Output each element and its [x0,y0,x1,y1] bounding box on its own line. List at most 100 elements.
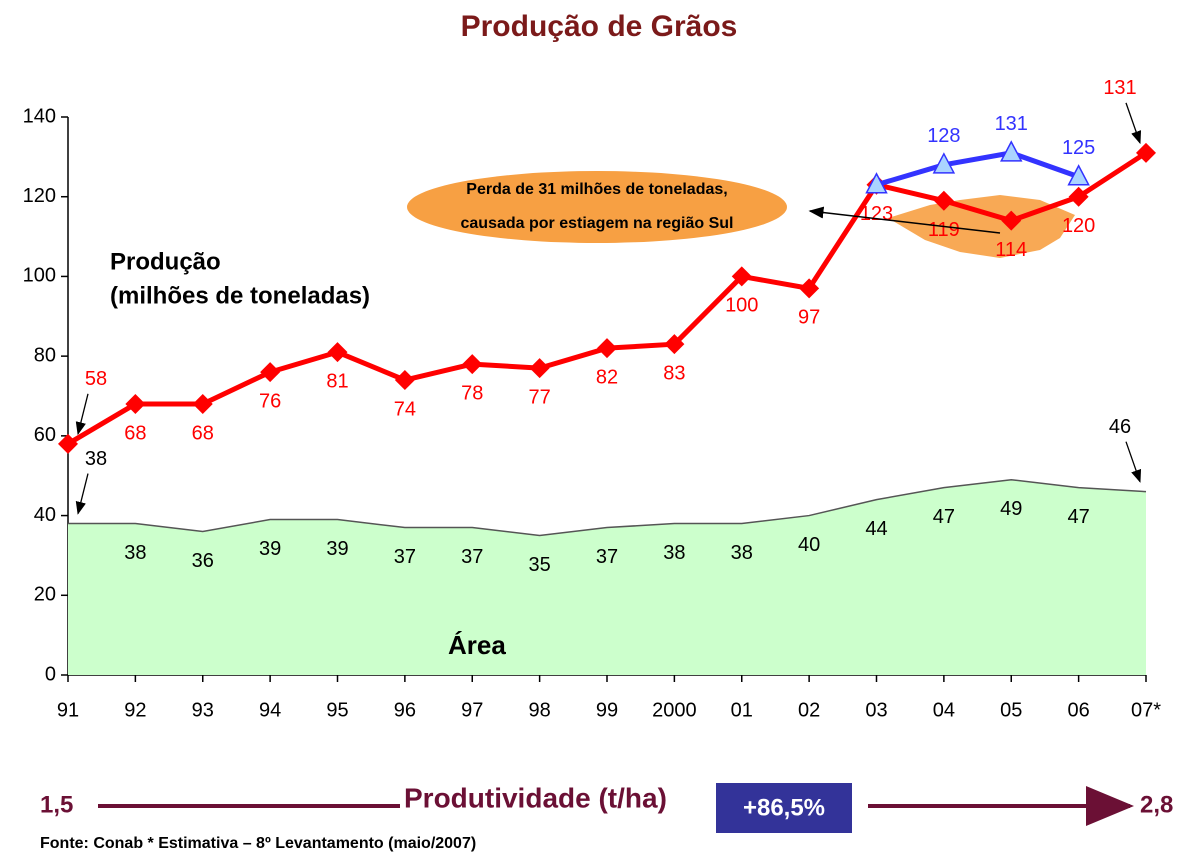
marker [1068,186,1089,207]
data-label: 120 [1062,215,1095,237]
y-tick-label: 100 [23,265,56,287]
change-text: +86,5% [743,794,825,821]
data-label: 128 [927,125,960,147]
data-label: 38 [663,542,685,564]
marker [865,172,888,194]
x-tick-label: 01 [731,699,753,721]
y-tick-label: 120 [23,185,56,207]
data-label: 74 [394,398,416,420]
x-tick-label: 99 [596,699,618,721]
marker [799,278,820,299]
area-label: Área [448,630,506,660]
x-tick-label: 98 [529,699,551,721]
marker [192,393,213,414]
data-label: 82 [596,366,618,388]
change-box [716,783,852,833]
marker [394,370,415,391]
y-tick-label: 140 [23,105,56,127]
x-tick-label: 04 [933,699,955,721]
data-label: 119 [928,219,960,241]
line [875,150,1080,188]
x-tick-label: 2000 [652,699,697,721]
data-label: 37 [461,546,483,568]
area [68,479,1146,675]
label-arrow [1125,102,1142,145]
data-label: 131 [995,113,1028,135]
x-tick-label: 97 [461,699,483,721]
data-label: 83 [663,362,685,384]
data-label: 77 [529,386,551,408]
y-tick-label: 0 [45,663,56,685]
data-label: 125 [1062,137,1095,159]
data-label: 49 [1000,498,1022,520]
source-note: Fonte: Conab * Estimativa – 8º Levantame… [40,835,476,852]
chart-title: Produção de Grãos [461,10,738,43]
data-label: 37 [394,546,416,568]
x-tick-label: 92 [124,699,146,721]
data-label: 46 [1109,416,1131,438]
data-label: 81 [326,370,348,392]
data-label: 37 [596,546,618,568]
data-label: 68 [124,422,146,444]
plot-area: 0 20 40 60 80 100 120 140 91 92 93 94 95 96 97 98 99 2000… [23,77,1162,721]
production-label: Produção [110,248,221,275]
data-label: 78 [461,382,483,404]
x-tick-label: 94 [259,699,281,721]
data-label: 47 [1068,506,1090,528]
data-label: 58 [85,368,107,390]
x-tick-label: 96 [394,699,416,721]
marker [933,190,954,211]
marker [1001,210,1022,231]
marker [932,152,956,174]
marker [664,334,685,355]
label-arrow [75,473,89,515]
data-label: 38 [731,542,753,564]
data-label: 97 [798,307,820,329]
y-tick-label: 40 [34,504,56,526]
data-label: 35 [529,554,551,576]
marker [1067,164,1090,186]
y-tick-label: 60 [34,424,56,446]
data-label: 100 [725,295,758,317]
callout-bubble [407,171,787,243]
data-label: 39 [326,538,348,560]
productivity-label: Produtividade (t/ha) [404,782,667,813]
marker [125,393,146,414]
productivity-start: 1,5 [40,791,73,818]
marker [529,358,550,379]
data-label: 38 [124,542,146,564]
callout-arrow [808,206,1001,234]
data-label: 38 [85,448,107,470]
marker [58,433,78,454]
callout-text: causada por estiagem na região Sul [461,215,734,232]
x-tick-label: 95 [326,699,348,721]
data-label: 47 [933,506,955,528]
loss-shape [888,195,1075,258]
x-tick-label: 03 [865,699,887,721]
area-edge [68,478,1147,537]
x-tick-label: 91 [57,699,79,721]
data-label: 40 [798,534,820,556]
productivity-end: 2,8 [1140,791,1173,818]
marker [597,338,617,359]
marker [327,342,348,363]
production-label: (milhões de toneladas) [110,282,370,309]
label-arrow [1125,441,1142,483]
y-tick-label: 80 [34,344,56,366]
data-label: 36 [192,550,214,572]
label-arrow [75,393,89,436]
data-label: 39 [259,538,281,560]
data-label: 114 [995,239,1027,261]
x-tick-label: 05 [1000,699,1022,721]
data-label: 131 [1103,77,1136,99]
data-label: 68 [192,422,214,444]
x-tick-label: 07* [1131,699,1161,721]
marker [1000,140,1023,162]
x-tick-label: 93 [192,699,214,721]
marker [1136,142,1156,163]
marker [260,362,281,383]
y-tick-label: 20 [34,584,56,606]
data-label: 76 [259,390,281,412]
